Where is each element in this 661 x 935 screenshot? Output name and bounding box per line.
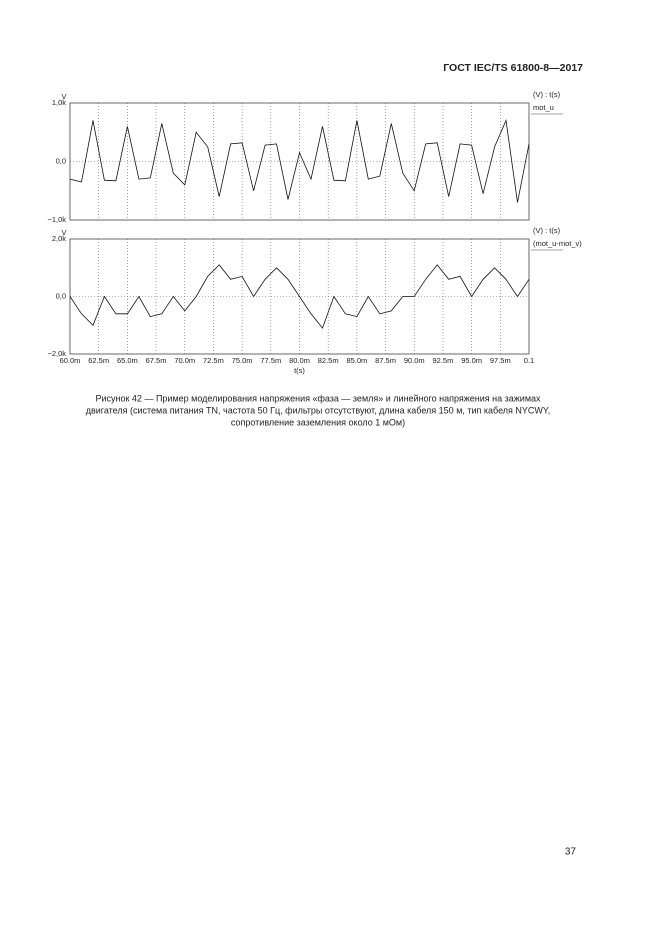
caption-line: двигателя (система питания TN, частота 5… [86, 405, 551, 415]
y-axis-label: V [61, 92, 66, 101]
x-tick-label: 75.0m [232, 356, 253, 365]
x-tick-label: 82.5m [318, 356, 339, 365]
x-tick-label: 77.5m [260, 356, 281, 365]
y-tick-label: 1,0k [52, 98, 66, 107]
y-tick-label: −2,0k [47, 349, 66, 358]
x-tick-label: 67.5m [146, 356, 167, 365]
caption-line: Рисунок 42 — Пример моделирования напряж… [95, 393, 541, 403]
x-tick-label: 85.0m [346, 356, 367, 365]
x-tick-label: 92.5m [433, 356, 454, 365]
caption-line: сопротивление заземления около 1 мОм) [231, 417, 405, 427]
x-tick-label: 97.5m [490, 356, 511, 365]
y-axis-label: V [61, 228, 66, 237]
x-tick-label: 60.0m [60, 356, 81, 365]
header-title: ГОСТ IEC/TS 61800-8—2017 [443, 62, 583, 74]
x-tick-label: 65.0m [117, 356, 138, 365]
legend-title: (V) : t(s) [533, 226, 561, 235]
x-tick-label: 95.0m [461, 356, 482, 365]
x-axis-label: t(s) [294, 366, 305, 375]
x-tick-label: 90.0m [404, 356, 425, 365]
x-tick-label: 72.5m [203, 356, 224, 365]
x-tick-label: 62.5m [88, 356, 109, 365]
legend-entry: mot_u [533, 103, 554, 112]
page-number: 37 [565, 847, 577, 858]
x-tick-label: 87.5m [375, 356, 396, 365]
legend-entry: (mot_u-mot_v) [533, 239, 582, 248]
y-tick-label: −1,0k [47, 215, 66, 224]
x-tick-label: 0.1 [524, 356, 534, 365]
x-tick-label: 70.0m [174, 356, 195, 365]
legend-title: (V) : t(s) [533, 90, 561, 99]
series-line [69, 264, 530, 329]
series-line [69, 119, 530, 203]
y-tick-label: 0,0 [56, 156, 66, 165]
y-tick-label: 2,0k [52, 234, 66, 243]
y-tick-label: 0,0 [56, 291, 66, 300]
x-tick-label: 80.0m [289, 356, 310, 365]
